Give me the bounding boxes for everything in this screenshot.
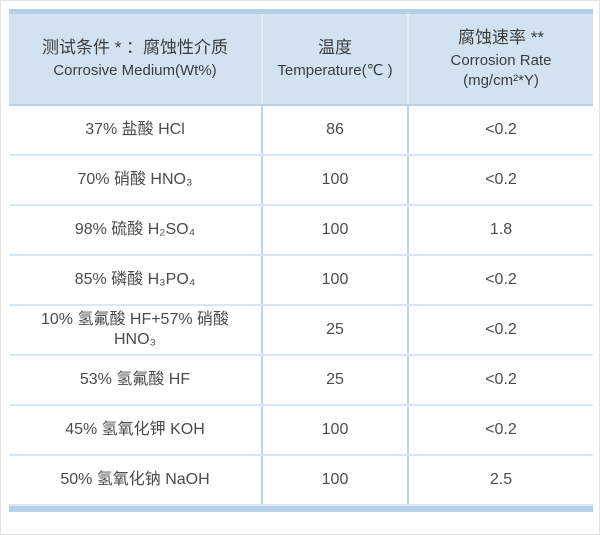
temperature-cell: 100 <box>261 156 407 204</box>
corrosion-rate-cell: <0.2 <box>407 356 593 404</box>
header-temperature: 温度 Temperature(℃ ) <box>261 14 407 104</box>
temperature-cell: 25 <box>261 306 407 354</box>
temperature-cell: 25 <box>261 356 407 404</box>
corrosive-medium-cell: 98% 硫酸 H₂SO₄ <box>74 221 196 238</box>
temperature-cell: 100 <box>261 456 407 504</box>
header-corrosion-rate-zh: 腐蚀速率 ** <box>458 28 544 48</box>
table-row: 45% 氢氧化钾 KOH 100 <0.2 <box>9 406 593 456</box>
corrosion-rate-cell: <0.2 <box>407 156 593 204</box>
corrosive-medium-cell: 85% 磷酸 H₃PO₄ <box>74 271 196 288</box>
table-row: 10% 氢氟酸 HF+57% 硝酸 HNO₃ 25 <0.2 <box>9 306 593 356</box>
table-row: 85% 磷酸 H₃PO₄ 100 <0.2 <box>9 256 593 306</box>
corrosion-rate-cell: <0.2 <box>407 306 593 354</box>
table-top-accent-bar <box>9 9 593 14</box>
header-corrosive-medium-zh: 测试条件 * ：腐蚀性介质 <box>41 38 229 58</box>
table-row: 98% 硫酸 H₂SO₄ 100 1.8 <box>9 206 593 256</box>
corrosion-rate-cell: <0.2 <box>407 256 593 304</box>
header-temperature-zh: 温度 <box>318 38 352 58</box>
corrosive-medium-cell: 45% 氢氧化钾 KOH <box>65 421 205 438</box>
table-bottom-accent-bar <box>9 506 593 512</box>
temperature-cell: 100 <box>261 256 407 304</box>
corrosive-medium-cell: 53% 氢氟酸 HF <box>79 371 191 388</box>
header-corrosive-medium: 测试条件 * ：腐蚀性介质 Corrosive Medium(Wt%) <box>9 14 261 104</box>
corrosion-rate-cell: 2.5 <box>407 456 593 504</box>
table-row: 37% 盐酸 HCl 86 <0.2 <box>9 106 593 156</box>
corrosive-medium-cell: 10% 氢氟酸 HF+57% 硝酸 HNO₃ <box>40 311 230 348</box>
table-row: 70% 硝酸 HNO₃ 100 <0.2 <box>9 156 593 206</box>
corrosion-rate-cell: <0.2 <box>407 406 593 454</box>
header-corrosion-rate: 腐蚀速率 ** Corrosion Rate (mg/cm²*Y) <box>407 14 593 104</box>
table-row: 53% 氢氟酸 HF 25 <0.2 <box>9 356 593 406</box>
corrosive-medium-cell: 70% 硝酸 HNO₃ <box>77 171 193 188</box>
table-header-row: 测试条件 * ：腐蚀性介质 Corrosive Medium(Wt%) 温度 T… <box>9 14 593 106</box>
header-corrosion-rate-en: Corrosion Rate (mg/cm²*Y) <box>450 52 552 90</box>
header-temperature-en: Temperature(℃ ) <box>277 62 393 80</box>
header-corrosive-medium-en: Corrosive Medium(Wt%) <box>53 62 217 80</box>
corrosion-rate-cell: 1.8 <box>407 206 593 254</box>
corrosive-medium-cell: 50% 氢氧化钠 NaOH <box>60 471 210 488</box>
temperature-cell: 100 <box>261 406 407 454</box>
table-row: 50% 氢氧化钠 NaOH 100 2.5 <box>9 456 593 506</box>
corrosion-rate-cell: <0.2 <box>407 106 593 154</box>
temperature-cell: 86 <box>261 106 407 154</box>
corrosive-medium-cell: 37% 盐酸 HCl <box>85 121 185 138</box>
corrosion-resistance-table: 测试条件 * ：腐蚀性介质 Corrosive Medium(Wt%) 温度 T… <box>9 9 593 512</box>
temperature-cell: 100 <box>261 206 407 254</box>
